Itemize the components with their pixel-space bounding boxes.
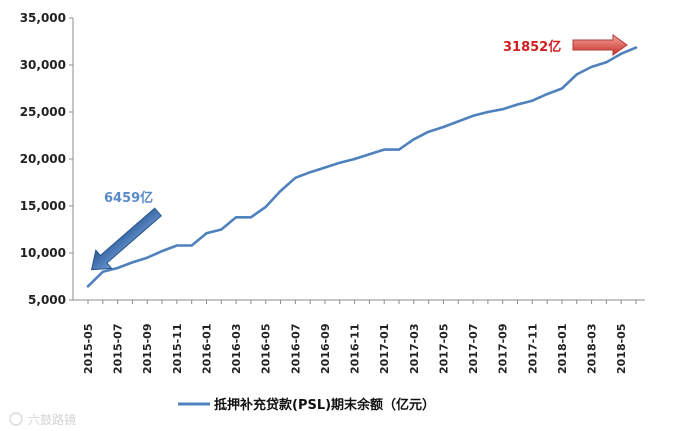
x-tick-label: 2016-03 — [230, 324, 243, 375]
y-tick-label: 25,000 — [20, 105, 66, 119]
x-tick-label: 2017-01 — [378, 324, 391, 375]
data-point — [264, 205, 267, 209]
x-tick-label: 2017-11 — [526, 324, 539, 375]
data-point — [501, 107, 504, 111]
x-tick-label: 2015-11 — [171, 324, 184, 375]
data-point — [234, 216, 238, 219]
data-point — [279, 189, 282, 193]
data-point — [412, 138, 416, 141]
x-tick-label: 2017-05 — [437, 324, 450, 375]
data-point — [160, 249, 164, 253]
x-tick-label: 2015-07 — [112, 324, 125, 375]
x-tick-label: 2017-03 — [408, 324, 421, 375]
x-tick-label: 2016-09 — [319, 324, 332, 375]
data-point — [457, 120, 460, 123]
data-point — [368, 153, 371, 156]
data-point — [516, 103, 519, 106]
end-value-label: 31852亿 — [503, 39, 561, 55]
legend: 抵押补充贷款(PSL)期末余额（亿元） — [178, 397, 435, 413]
y-tick-label: 5,000 — [28, 293, 66, 307]
data-point — [323, 166, 327, 169]
data-point — [427, 130, 430, 133]
data-point — [634, 46, 638, 49]
data-point — [338, 161, 341, 164]
x-tick-label: 2016-07 — [289, 324, 302, 375]
legend-label: 抵押补充贷款(PSL)期末余额（亿元） — [214, 397, 435, 413]
data-point — [101, 270, 105, 273]
x-axis: 2015-05 2015-07 2015-09 2015-11 2016-01 2016-… — [73, 299, 645, 375]
data-point — [146, 256, 149, 259]
x-tick-label: 2016-05 — [260, 324, 273, 375]
end-annotation-arrow — [572, 34, 628, 56]
data-point — [353, 157, 356, 161]
watermark-text: 六鼓路镜 — [28, 412, 76, 427]
data-point — [590, 65, 593, 69]
data-point — [486, 110, 490, 114]
start-value-label: 6459亿 — [104, 190, 153, 206]
x-tick-label: 2018-01 — [556, 324, 569, 375]
data-point — [205, 232, 208, 235]
data-point — [397, 148, 401, 151]
y-tick-label: 35,000 — [20, 11, 66, 25]
data-point — [575, 73, 578, 76]
x-tick-label: 2017-07 — [467, 324, 480, 374]
data-point — [190, 244, 193, 247]
series-lines — [86, 46, 638, 288]
data-point — [249, 216, 253, 219]
x-tick-label: 2015-05 — [82, 324, 95, 375]
series-line — [86, 46, 638, 288]
data-point — [531, 99, 534, 102]
data-point — [294, 176, 297, 179]
data-point — [560, 87, 564, 90]
watermark-logo-icon — [9, 412, 23, 426]
data-point — [619, 52, 623, 55]
x-tick-label: 2016-01 — [200, 324, 213, 375]
x-tick-label: 2017-09 — [497, 324, 510, 375]
x-tick-label: 2018-05 — [615, 324, 628, 375]
data-point — [383, 148, 386, 151]
data-point — [116, 266, 119, 270]
data-point — [308, 170, 312, 174]
y-tick-label: 30,000 — [20, 58, 66, 72]
y-axis: 5,000 10,000 15,000 20,000 25,000 30,000 35,00… — [20, 11, 74, 307]
y-tick-label: 10,000 — [20, 246, 66, 260]
data-point — [545, 92, 549, 96]
data-point — [220, 228, 223, 231]
start-annotation-arrow — [90, 207, 162, 271]
data-point — [605, 60, 608, 64]
x-tick-label: 2018-03 — [586, 324, 599, 375]
y-tick-label: 20,000 — [20, 152, 66, 166]
data-point — [86, 285, 90, 288]
data-point — [471, 114, 475, 117]
y-tick-label: 15,000 — [20, 199, 66, 213]
watermark: 六鼓路镜 — [9, 412, 76, 427]
data-point — [131, 261, 134, 264]
data-point — [175, 244, 179, 247]
x-tick-label: 2015-09 — [141, 324, 154, 375]
x-tick-label: 2016-11 — [349, 324, 362, 375]
data-point — [442, 125, 445, 129]
